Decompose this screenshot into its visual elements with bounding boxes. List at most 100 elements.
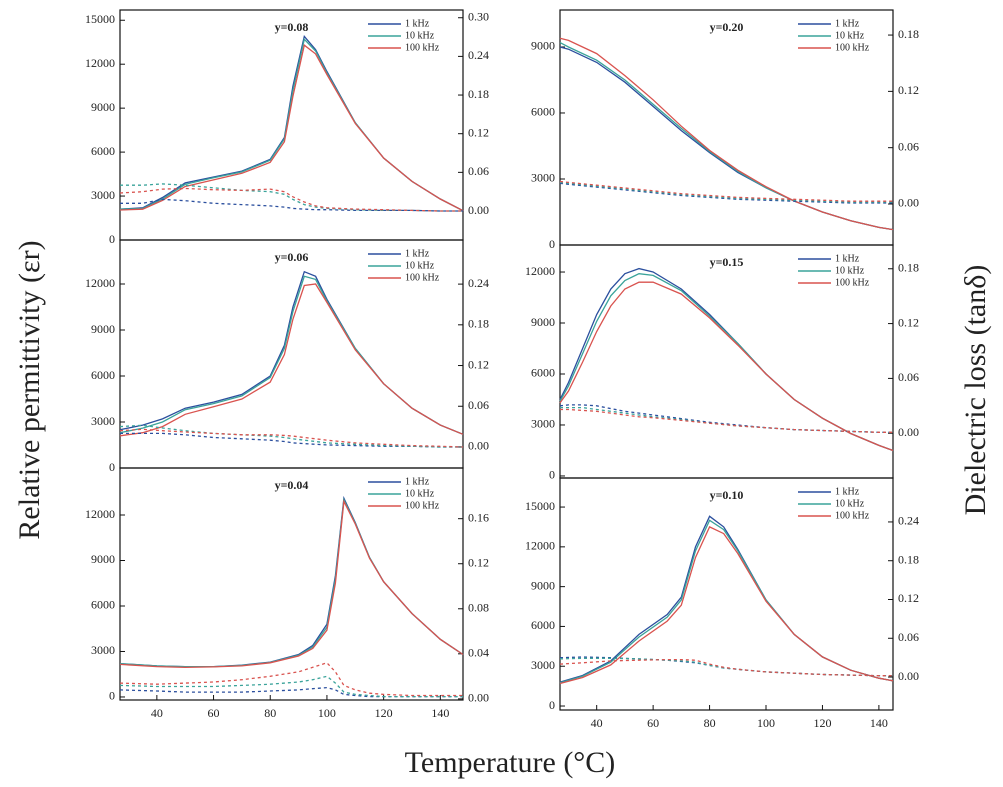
loss-line (120, 198, 463, 212)
legend-label: 1 kHz (405, 18, 430, 29)
y2-tick-label: 0.06 (898, 370, 919, 384)
y2-tick-label: 0.24 (898, 514, 919, 528)
x-tick-label: 100 (757, 716, 775, 730)
panel-title: y=0.20 (710, 20, 744, 34)
y-tick-label: 12000 (525, 264, 555, 278)
y-tick-label: 0 (109, 232, 115, 246)
permittivity-line (119, 283, 464, 437)
legend-label: 100 kHz (835, 277, 870, 288)
x-tick-label: 120 (813, 716, 831, 730)
y-tick-label: 3000 (91, 643, 115, 657)
permittivity-line (119, 34, 464, 212)
y-tick-label: 15000 (85, 12, 115, 26)
y2-tick-label: 0.00 (468, 691, 489, 705)
x-tick-label: 80 (264, 706, 276, 720)
loss-line (560, 408, 893, 433)
y2-tick-label: 0.30 (468, 9, 489, 23)
legend-label: 10 kHz (405, 30, 435, 41)
y-tick-label: 0 (549, 698, 555, 712)
y-tick-label: 6000 (531, 618, 555, 632)
legend-label: 1 kHz (835, 253, 860, 264)
y2-tick-label: 0.00 (468, 203, 489, 217)
loss-line (119, 424, 463, 448)
y2-tick-label: 0.12 (468, 555, 489, 569)
loss-line (119, 662, 463, 697)
y2-tick-label: 0.12 (468, 125, 489, 139)
y-tick-label: 12000 (85, 507, 115, 521)
y-tick-label: 9000 (91, 322, 115, 336)
loss-line (119, 675, 463, 698)
y2-tick-label: 0.06 (468, 164, 489, 178)
y-tick-label: 12000 (85, 56, 115, 70)
y-tick-label: 6000 (91, 368, 115, 382)
y-tick-label: 0 (109, 689, 115, 703)
panel-title: y=0.04 (275, 478, 309, 492)
loss-line (119, 187, 463, 212)
y-tick-label: 9000 (531, 578, 555, 592)
y2-tick-label: 0.08 (468, 601, 489, 615)
legend-label: 100 kHz (405, 42, 440, 53)
y2-tick-label: 0.18 (468, 87, 489, 101)
y-tick-label: 0 (549, 237, 555, 251)
y2-tick-label: 0.00 (898, 196, 919, 210)
y2-tick-label: 0.04 (468, 646, 489, 660)
y2-tick-label: 0.00 (468, 439, 489, 453)
y-tick-label: 6000 (531, 366, 555, 380)
loss-line (119, 686, 463, 698)
y2-tick-label: 0.06 (468, 398, 489, 412)
panel-title: y=0.06 (275, 250, 309, 264)
loss-line (120, 432, 463, 448)
y-tick-label: 3000 (531, 658, 555, 672)
y-tick-label: 3000 (531, 171, 555, 185)
permittivity-line (119, 499, 464, 669)
y2-tick-label: 0.18 (898, 552, 919, 566)
legend-label: 1 kHz (405, 476, 430, 487)
y2-tick-label: 0.18 (468, 317, 489, 331)
panel-title: y=0.08 (275, 20, 309, 34)
y2-tick-label: 0.00 (898, 669, 919, 683)
x-tick-label: 120 (375, 706, 393, 720)
loss-line (119, 428, 464, 448)
x-tick-label: 100 (318, 706, 336, 720)
y2-tick-label: 0.24 (468, 48, 489, 62)
legend-label: 10 kHz (405, 488, 435, 499)
loss-line (559, 181, 893, 203)
y2-tick-label: 0.12 (898, 83, 919, 97)
y2-tick-label: 0.00 (898, 425, 919, 439)
permittivity-line (559, 37, 894, 231)
y-tick-label: 12000 (525, 539, 555, 553)
legend-label: 1 kHz (835, 486, 860, 497)
legend-label: 10 kHz (835, 265, 865, 276)
y-tick-label: 9000 (531, 315, 555, 329)
y2-tick-label: 0.18 (898, 261, 919, 275)
y2-tick-label: 0.06 (898, 630, 919, 644)
x-tick-label: 40 (151, 706, 163, 720)
x-tick-label: 60 (208, 706, 220, 720)
permittivity-line (559, 281, 894, 452)
y-tick-label: 9000 (91, 100, 115, 114)
x-tick-label: 140 (870, 716, 888, 730)
permittivity-line (559, 273, 894, 452)
plot-frame (119, 467, 464, 701)
y-tick-label: 6000 (91, 144, 115, 158)
loss-line (560, 406, 893, 433)
permittivity-line (119, 270, 464, 435)
y-tick-label: 15000 (525, 499, 555, 513)
legend-label: 10 kHz (405, 260, 435, 271)
y-tick-label: 0 (549, 468, 555, 482)
y2-axis-label: Dielectric loss (tanδ) (959, 265, 992, 516)
y2-tick-label: 0.24 (468, 276, 489, 290)
plot-frame (559, 477, 894, 711)
legend-label: 1 kHz (405, 248, 430, 259)
legend-label: 100 kHz (405, 500, 440, 511)
permittivity-line (559, 526, 894, 685)
y-tick-label: 3000 (531, 417, 555, 431)
legend-label: 1 kHz (835, 18, 860, 29)
x-tick-label: 40 (591, 716, 603, 730)
y2-tick-label: 0.12 (468, 357, 489, 371)
y-tick-label: 12000 (85, 276, 115, 290)
panel-title: y=0.15 (710, 255, 744, 269)
x-tick-label: 60 (647, 716, 659, 730)
y-tick-label: 9000 (531, 39, 555, 53)
panel-title: y=0.10 (710, 488, 744, 502)
